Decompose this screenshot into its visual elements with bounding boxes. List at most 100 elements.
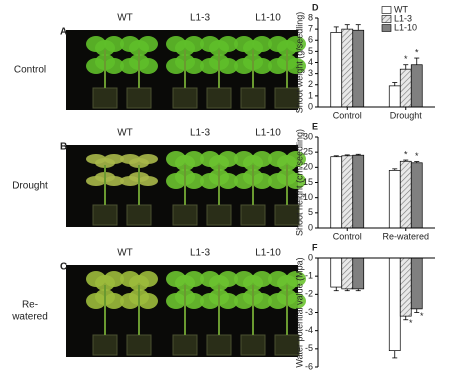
y-tick-label: 5 (308, 46, 313, 56)
y-tick-label: -6 (305, 361, 313, 371)
line-label: WT (117, 248, 133, 259)
leaf (252, 271, 272, 287)
leaf (184, 293, 204, 309)
leaf (286, 58, 306, 74)
legend-label: L1-10 (394, 22, 417, 32)
y-tick-label: -3 (305, 307, 313, 317)
leaf (104, 36, 124, 52)
bar (330, 257, 343, 288)
pot (92, 87, 118, 109)
condition-label: Re- (22, 300, 38, 311)
condition-label: Drought (12, 181, 48, 192)
leaf (218, 173, 238, 189)
significance: * (420, 311, 424, 321)
leaf (252, 36, 272, 52)
pot (92, 204, 118, 226)
leaf (184, 173, 204, 189)
y-tick-label: 4 (308, 57, 313, 67)
bar (352, 257, 365, 290)
significance: * (415, 47, 419, 57)
leaf (252, 173, 272, 189)
bar (399, 257, 412, 317)
panel-label: A (60, 27, 67, 38)
bar (341, 155, 354, 229)
panel-label: F (312, 242, 318, 252)
y-tick-label: 0 (308, 101, 313, 111)
line-label: L1-10 (255, 13, 281, 24)
leaf (286, 36, 306, 52)
pot (240, 87, 266, 109)
panel-label: E (312, 121, 318, 131)
y-tick-label: 5 (308, 207, 313, 217)
y-tick-label: 8 (308, 12, 313, 22)
leaf (252, 151, 272, 167)
y-tick-label: 10 (303, 192, 313, 202)
line-label: L1-10 (255, 248, 281, 259)
pot (240, 334, 266, 356)
bar (410, 257, 423, 310)
leaf (218, 36, 238, 52)
pot (126, 87, 152, 109)
y-tick-label: 30 (303, 131, 313, 141)
y-tick-label: -5 (305, 343, 313, 353)
condition-label: watered (11, 312, 48, 323)
leaf (184, 151, 204, 167)
leaf (218, 151, 238, 167)
leaf (286, 173, 306, 189)
y-tick-label: 0 (308, 252, 313, 262)
leaf (184, 36, 204, 52)
leaf (218, 271, 238, 287)
pot (240, 204, 266, 226)
pot (126, 334, 152, 356)
leaf (138, 176, 158, 186)
y-tick-label: 25 (303, 147, 313, 157)
significance: * (409, 318, 413, 328)
leaf (138, 293, 158, 309)
bar (399, 68, 412, 108)
leaf (218, 58, 238, 74)
condition-label: Control (14, 65, 46, 76)
line-label: L1-3 (190, 128, 210, 139)
x-tick-label: Drought (390, 110, 423, 120)
y-tick-label: 6 (308, 35, 313, 45)
pot (92, 334, 118, 356)
pot (126, 204, 152, 226)
y-axis-label: Shoot height (cm/seedling) (294, 129, 304, 236)
pot (206, 334, 232, 356)
bar (399, 160, 412, 229)
bar (410, 162, 423, 229)
legend-swatch (381, 6, 392, 14)
bar (352, 29, 365, 108)
leaf (138, 58, 158, 74)
bar (388, 85, 401, 108)
bar (410, 64, 423, 108)
y-tick-label: -4 (305, 325, 313, 335)
y-tick-label: -1 (305, 271, 313, 281)
bar (388, 170, 401, 229)
leaf (286, 293, 306, 309)
x-tick-label: Re-watered (382, 231, 429, 241)
leaf (252, 293, 272, 309)
leaf (286, 271, 306, 287)
leaf (218, 293, 238, 309)
legend-swatch (381, 15, 392, 23)
y-tick-label: 3 (308, 68, 313, 78)
legend-swatch (381, 24, 392, 32)
y-axis-label: Shoot weight (g/seedling) (294, 12, 304, 114)
leaf (286, 151, 306, 167)
leaf (138, 36, 158, 52)
leaf (104, 271, 124, 287)
y-axis-label: Water potential value (Mpa) (294, 257, 304, 367)
leaf (184, 58, 204, 74)
leaf (104, 176, 124, 186)
leaf (138, 154, 158, 164)
legend-label: L1-3 (394, 13, 412, 23)
leaf (252, 58, 272, 74)
bar (341, 257, 354, 290)
leaf (104, 58, 124, 74)
pot (172, 87, 198, 109)
pot (172, 334, 198, 356)
legend-label: WT (394, 4, 408, 14)
significance: * (415, 151, 419, 161)
